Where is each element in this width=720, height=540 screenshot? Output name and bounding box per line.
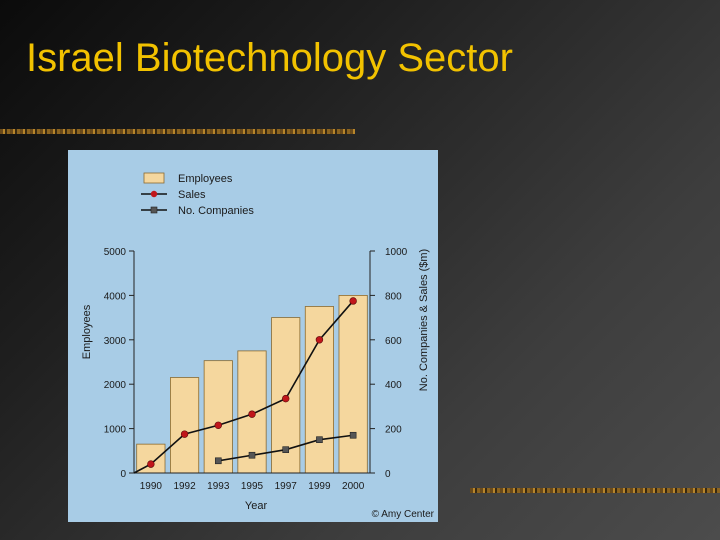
bar-employees	[304, 306, 334, 474]
x-tick-label: 1990	[140, 481, 163, 492]
y-tick-label: 2000	[104, 380, 127, 391]
point-sales	[214, 421, 222, 429]
y-tick-label: 1000	[104, 425, 127, 436]
y2-tick-label: 0	[385, 469, 391, 480]
legend-marker-sales	[150, 190, 158, 198]
bar-employees	[338, 294, 368, 474]
chart-panel: Employees Sales No. Companies 0 1000 2000 300…	[68, 150, 438, 522]
chart-credit: © Amy Center	[372, 509, 435, 520]
bar-employees	[203, 360, 233, 474]
x-tick-label: 1993	[207, 481, 230, 492]
point-sales	[282, 394, 290, 403]
bar-employees	[136, 443, 166, 474]
chart-legend: Employees Sales No. Companies	[141, 172, 254, 217]
point-companies	[316, 436, 323, 444]
x-tick-label: 2000	[342, 481, 365, 492]
point-sales	[349, 297, 357, 305]
chart-axes: 0 1000 2000 3000 4000 5000 0 200 400 600 800 1000 19…	[104, 247, 408, 492]
point-companies	[214, 457, 222, 465]
x-tick-label: 1997	[275, 481, 298, 492]
y-tick-label: 0	[120, 469, 126, 480]
bar-employees	[170, 377, 200, 474]
legend-label: Sales	[178, 189, 206, 201]
point-sales	[180, 430, 189, 438]
y-tick-label: 5000	[104, 247, 127, 258]
x-axis-label: Year	[245, 500, 268, 512]
point-companies	[248, 451, 256, 459]
x-tick-label: 1992	[173, 481, 196, 492]
legend-label: No. Companies	[178, 205, 254, 217]
decorative-rule	[470, 488, 720, 493]
point-companies	[282, 446, 290, 453]
y-tick-label: 4000	[104, 291, 127, 302]
y2-tick-label: 200	[385, 425, 402, 436]
employee-bars	[136, 294, 368, 474]
series-lines	[133, 297, 357, 474]
y-tick-label: 3000	[104, 336, 127, 347]
y-axis-label: Employees	[81, 304, 93, 359]
y2-tick-label: 400	[385, 380, 402, 391]
legend-marker-companies	[150, 206, 158, 214]
point-sales	[248, 410, 256, 418]
point-sales	[147, 460, 155, 468]
x-tick-label: 1995	[241, 481, 264, 492]
legend-label: Employees	[178, 173, 233, 185]
slide-title: Israel Biotechnology Sector	[26, 36, 513, 80]
point-companies	[349, 431, 357, 439]
point-sales	[315, 336, 324, 344]
y2-tick-label: 1000	[385, 247, 408, 258]
series-line	[133, 300, 354, 474]
legend-swatch-employees	[143, 172, 165, 184]
x-tick-label: 1999	[308, 481, 331, 492]
decorative-rule	[0, 129, 355, 134]
y2-tick-label: 800	[385, 291, 402, 302]
y2-axis-label: No. Companies & Sales ($m)	[418, 249, 430, 391]
y2-tick-label: 600	[385, 336, 402, 347]
